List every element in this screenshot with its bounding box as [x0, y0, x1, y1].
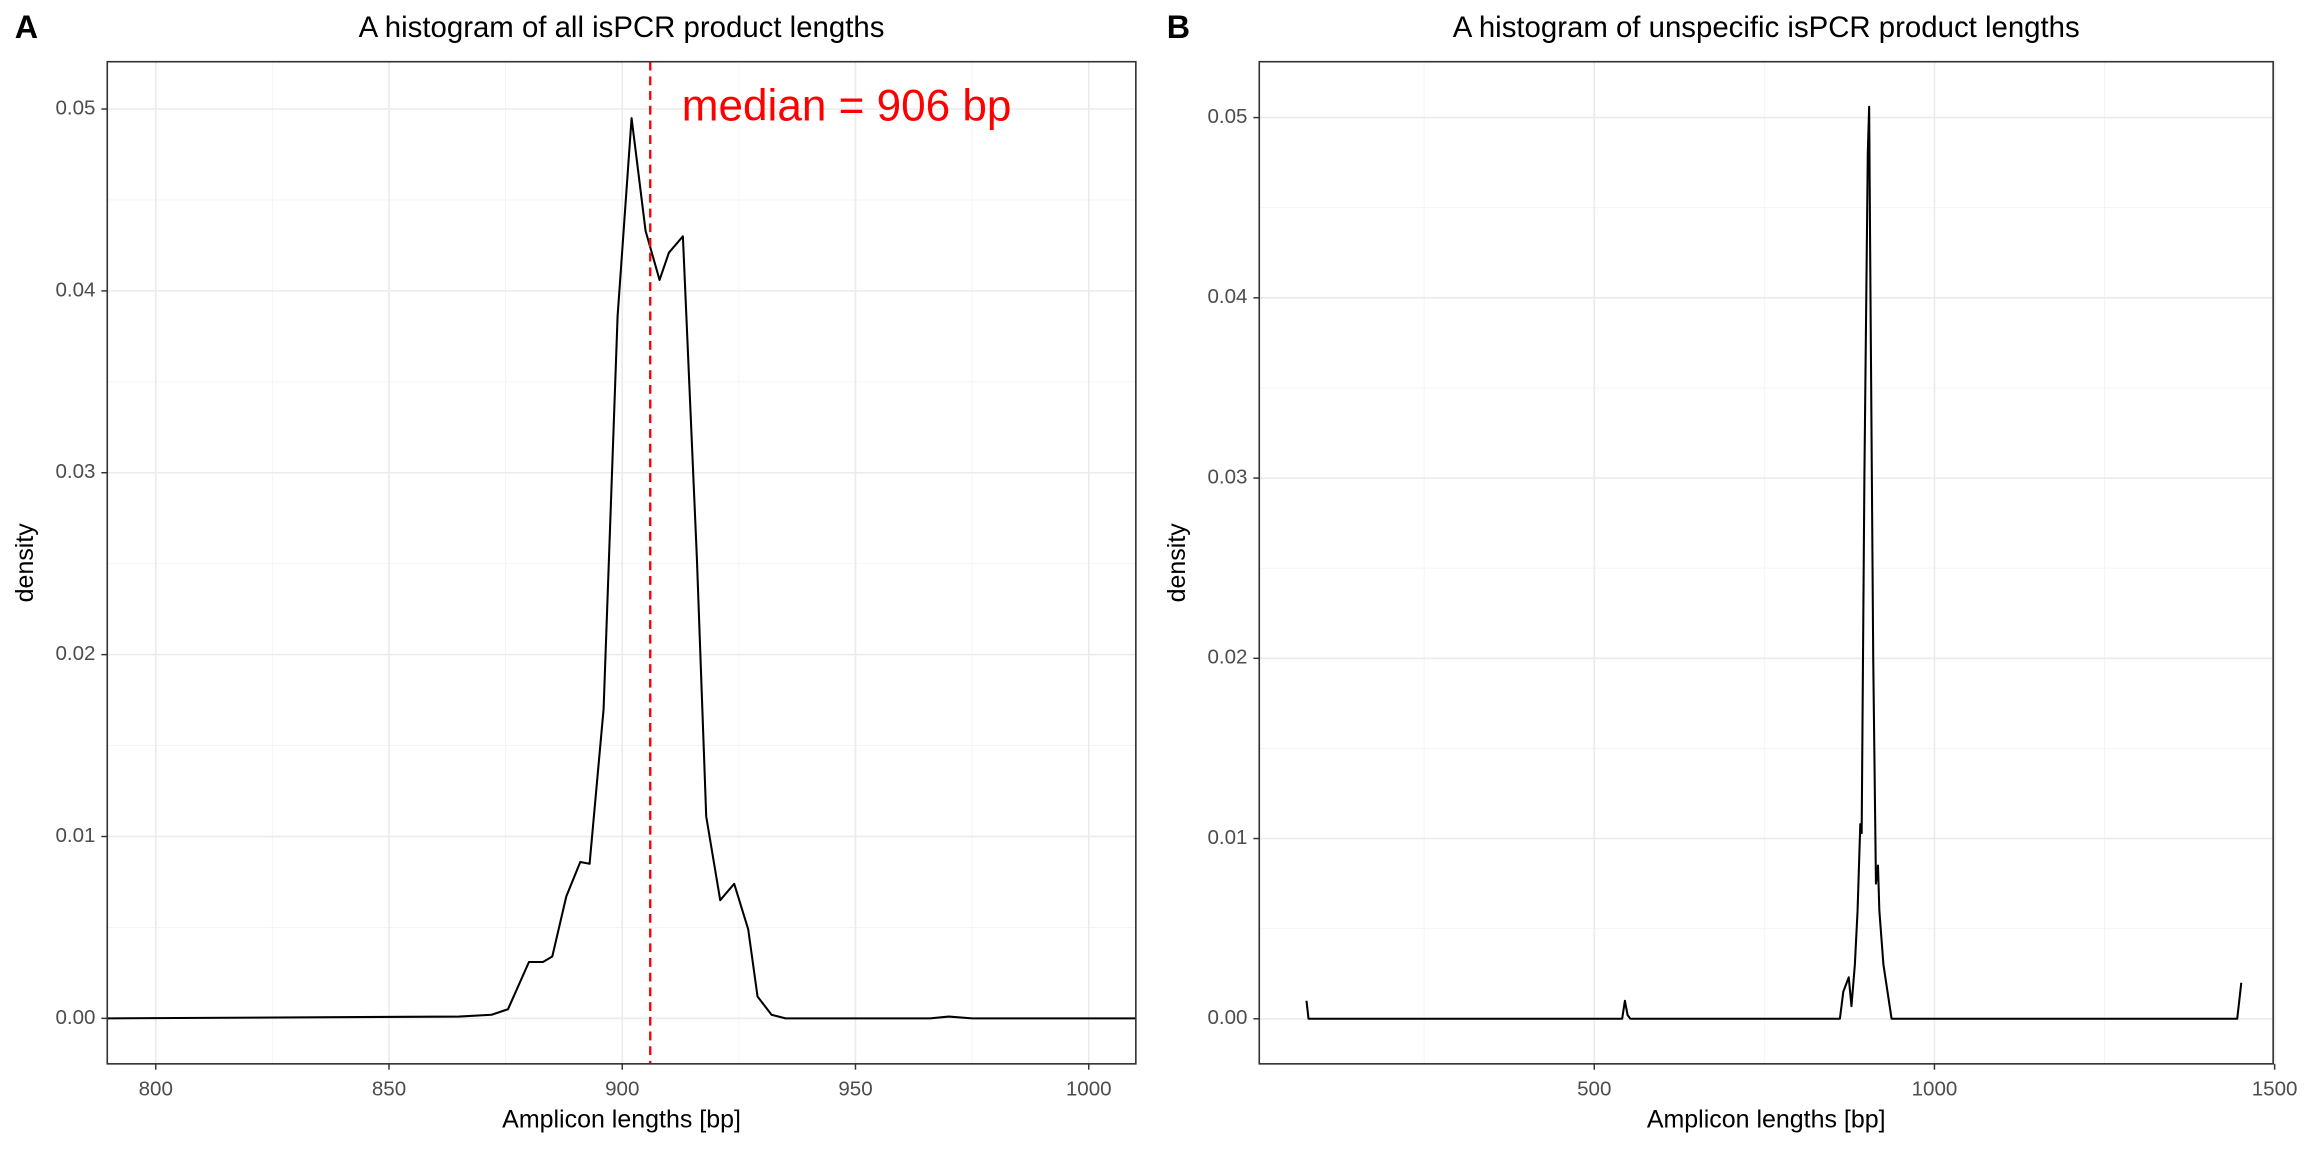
y-tick-label: 0.02 — [55, 642, 95, 665]
y-tick-label: 0.04 — [55, 278, 95, 301]
panel-label: A — [15, 9, 38, 45]
y-tick-label: 0.00 — [55, 1006, 95, 1029]
x-tick-label: 850 — [372, 1078, 406, 1101]
density-line — [107, 117, 1136, 1020]
x-tick-label: 900 — [605, 1078, 639, 1101]
y-axis-label: density — [1163, 523, 1191, 603]
plot-frame — [106, 60, 1137, 1065]
x-tick-label: 800 — [139, 1078, 173, 1101]
y-tick-label: 0.00 — [1207, 1006, 1247, 1029]
x-axis-label: Amplicon lengths [bp] — [502, 1106, 741, 1134]
x-tick-label: 950 — [838, 1078, 872, 1101]
y-tick-label: 0.05 — [1207, 105, 1247, 128]
y-tick-label: 0.03 — [1207, 466, 1247, 489]
y-tick-label: 0.04 — [1207, 285, 1247, 308]
panel-label: B — [1167, 9, 1190, 45]
x-axis-label: Amplicon lengths [bp] — [1647, 1106, 1886, 1134]
y-tick-label: 0.01 — [55, 824, 95, 847]
chart-title: A histogram of all isPCR product lengths — [359, 11, 885, 44]
annotation: median = 906 bp — [682, 81, 1012, 130]
x-tick-label: 1500 — [2252, 1078, 2298, 1101]
x-tick-label: 1000 — [1066, 1078, 1112, 1101]
y-tick-label: 0.01 — [1207, 826, 1247, 849]
x-tick-label: 500 — [1577, 1078, 1611, 1101]
chart-title: A histogram of unspecific isPCR product … — [1453, 11, 2080, 44]
density-line — [1305, 105, 2243, 1020]
y-axis-label: density — [11, 523, 39, 603]
y-tick-label: 0.02 — [1207, 646, 1247, 669]
x-tick-label: 1000 — [1912, 1078, 1958, 1101]
plot-frame — [1258, 60, 2274, 1065]
y-tick-label: 0.03 — [55, 460, 95, 483]
y-tick-label: 0.05 — [55, 96, 95, 119]
